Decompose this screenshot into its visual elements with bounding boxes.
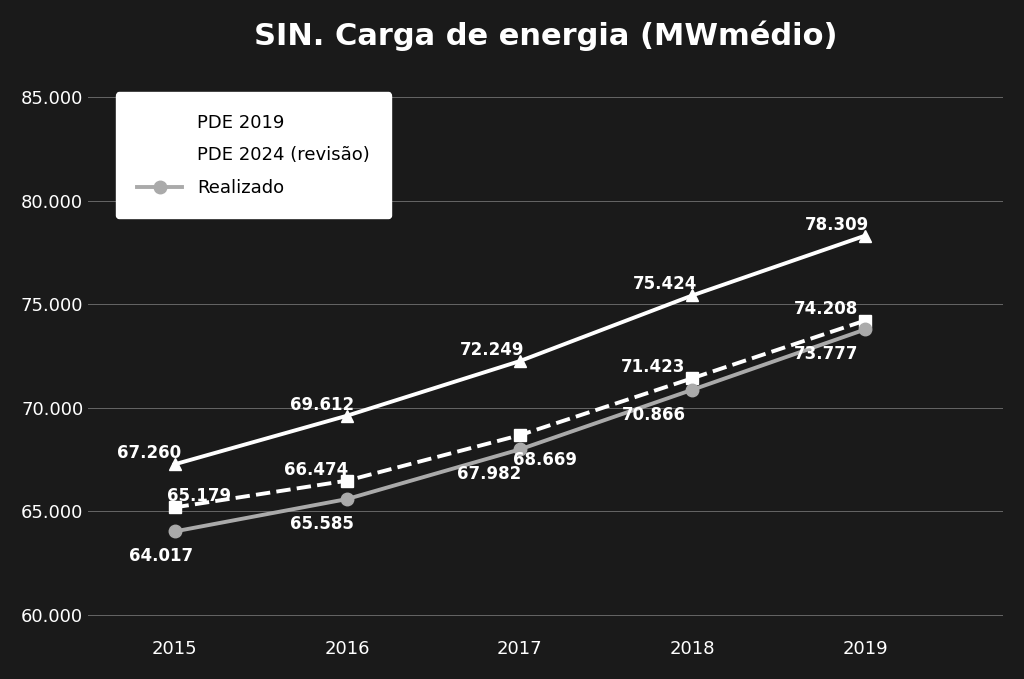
Text: 73.777: 73.777 bbox=[794, 346, 858, 363]
Text: 67.260: 67.260 bbox=[118, 444, 181, 462]
Text: 67.982: 67.982 bbox=[457, 465, 521, 483]
Text: 66.474: 66.474 bbox=[285, 460, 349, 479]
Text: 78.309: 78.309 bbox=[805, 215, 869, 234]
Text: 69.612: 69.612 bbox=[290, 396, 354, 414]
Title: SIN. Carga de energia (MWmédio): SIN. Carga de energia (MWmédio) bbox=[254, 21, 838, 52]
Text: 65.179: 65.179 bbox=[168, 488, 231, 505]
Text: 64.017: 64.017 bbox=[129, 547, 193, 566]
Text: 68.669: 68.669 bbox=[513, 452, 577, 469]
Text: 74.208: 74.208 bbox=[794, 300, 858, 318]
Text: 70.866: 70.866 bbox=[622, 406, 685, 424]
Text: 65.585: 65.585 bbox=[290, 515, 354, 533]
Text: 75.424: 75.424 bbox=[633, 275, 696, 293]
Text: 72.249: 72.249 bbox=[460, 341, 524, 359]
Legend: PDE 2019, PDE 2024 (revisão), Realizado: PDE 2019, PDE 2024 (revisão), Realizado bbox=[116, 92, 391, 219]
Text: 71.423: 71.423 bbox=[622, 358, 686, 376]
